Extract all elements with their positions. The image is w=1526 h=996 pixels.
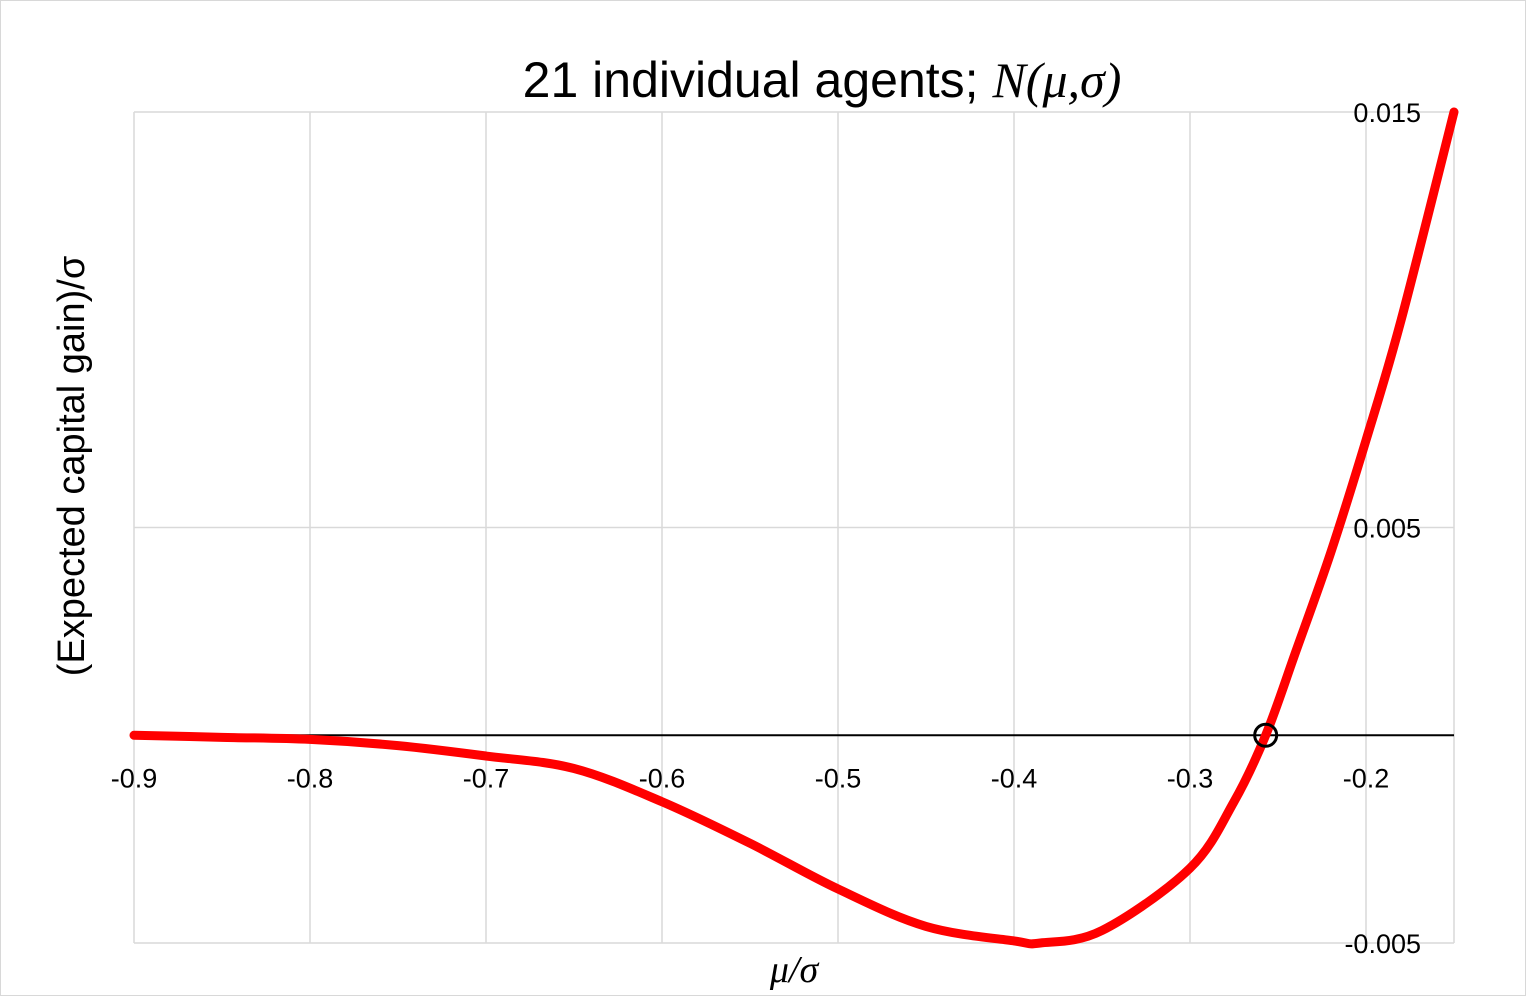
y-tick-label: 0.015: [1353, 98, 1421, 128]
zero-crossing-marker: [1253, 722, 1279, 748]
series-line: [129, 107, 1459, 949]
y-tick-label: -0.005: [1344, 929, 1421, 959]
x-tick-label: -0.7: [463, 763, 510, 793]
x-tick-label: -0.2: [1343, 763, 1390, 793]
x-tick-label: -0.4: [991, 763, 1038, 793]
x-tick-label: -0.6: [639, 763, 686, 793]
y-tick-label: 0.005: [1353, 514, 1421, 544]
chart-title-math: N(μ,σ): [991, 52, 1121, 108]
x-tick-label: -0.3: [1167, 763, 1214, 793]
series-layer: [129, 107, 1459, 949]
tick-labels: -0.9 -0.8 -0.7 -0.6 -0.5 -0.4 -0.3 -0.2 0.015 0.0…: [111, 98, 1421, 959]
gridlines: [133, 111, 1455, 944]
chart-title: 21 individual agents; N(μ,σ): [523, 52, 1122, 108]
x-tick-label: -0.5: [815, 763, 862, 793]
x-tick-label: -0.9: [111, 763, 158, 793]
x-tick-label: -0.8: [287, 763, 334, 793]
chart-title-text: 21 individual agents;: [523, 52, 993, 108]
x-axis-title: μ/σ: [769, 949, 820, 991]
y-axis-title: (Expected capital gain)/σ: [51, 256, 93, 677]
